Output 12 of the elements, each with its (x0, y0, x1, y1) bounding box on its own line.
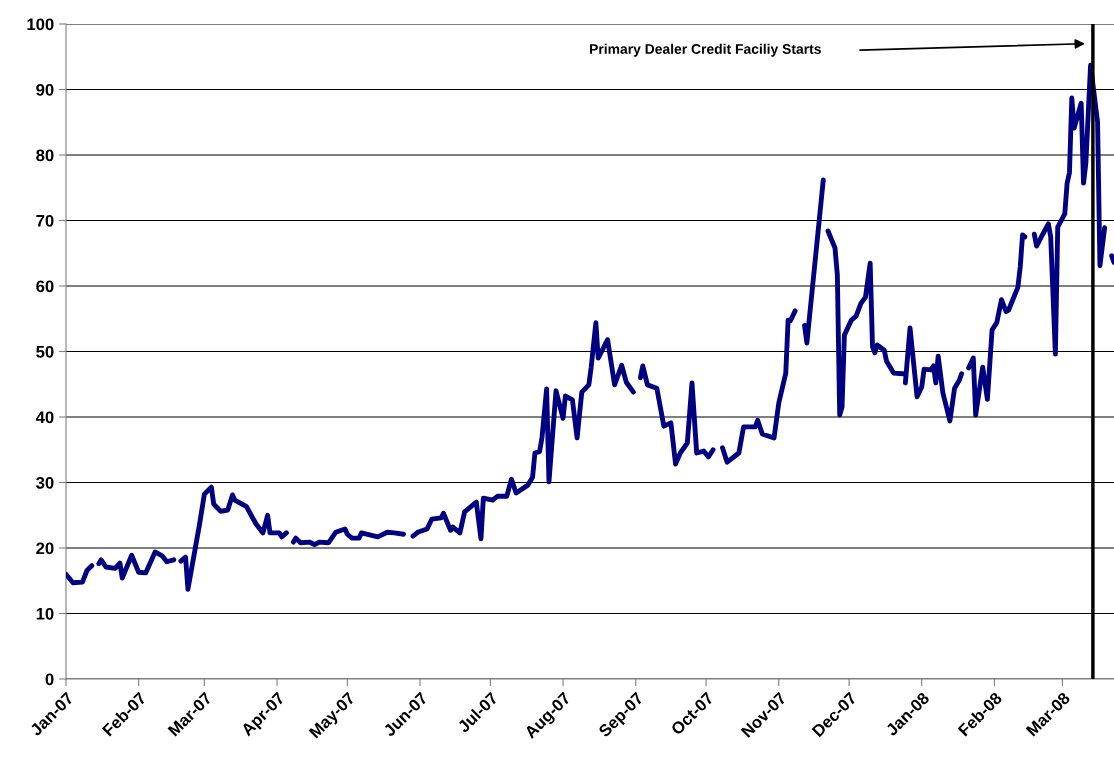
y-tick-label: 70 (36, 214, 54, 227)
y-tick-label: 90 (36, 83, 54, 96)
y-tick-label: 0 (45, 673, 54, 686)
y-tick-label: 80 (36, 149, 54, 162)
y-tick-label: 20 (36, 542, 54, 555)
y-tick-label: 50 (36, 345, 54, 358)
y-tick-label: 30 (36, 476, 54, 489)
annotation: Primary Dealer Credit Faciliy Starts (590, 43, 821, 57)
y-tick-label: 40 (35, 411, 54, 424)
y-tick-label: 60 (36, 280, 54, 293)
y-tick-label: 10 (36, 607, 54, 620)
y-tick-label: 100 (27, 18, 54, 31)
